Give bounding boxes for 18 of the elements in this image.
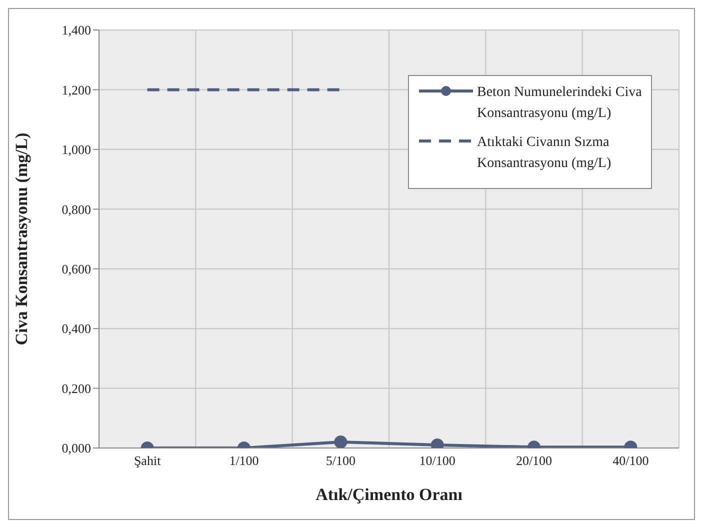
y-tick-label: 0,800 (62, 202, 91, 217)
y-tick-label: 1,200 (62, 82, 91, 98)
y-tick-label: 1,400 (62, 22, 91, 38)
x-tick-label: 5/100 (326, 453, 356, 468)
y-tick-label: 0,000 (62, 440, 91, 456)
x-tick-label: 20/100 (516, 453, 552, 468)
x-tick-label: Şahit (134, 453, 162, 468)
y-tick-label: 0,400 (62, 321, 91, 336)
y-axis-title: Civa Konsantrasyonu (mg/L) (12, 132, 32, 346)
y-tick-label: 1,000 (62, 142, 91, 158)
legend-label: Beton Numunelerindeki Civa Konsantrasyonu (mg/L) (477, 84, 643, 123)
y-tick-label: 0,600 (62, 261, 91, 276)
y-tick-label: 0,200 (62, 380, 91, 396)
x-axis-title: Atık/Çimento Oranı (316, 485, 463, 504)
x-tick-label: 40/100 (612, 453, 649, 468)
x-tick-label: 1/100 (229, 453, 259, 468)
x-tick-label: 10/100 (419, 453, 456, 468)
legend-label: Atıktaki Civanın Sızma Konsantrasyonu (mg/L) (477, 134, 612, 173)
